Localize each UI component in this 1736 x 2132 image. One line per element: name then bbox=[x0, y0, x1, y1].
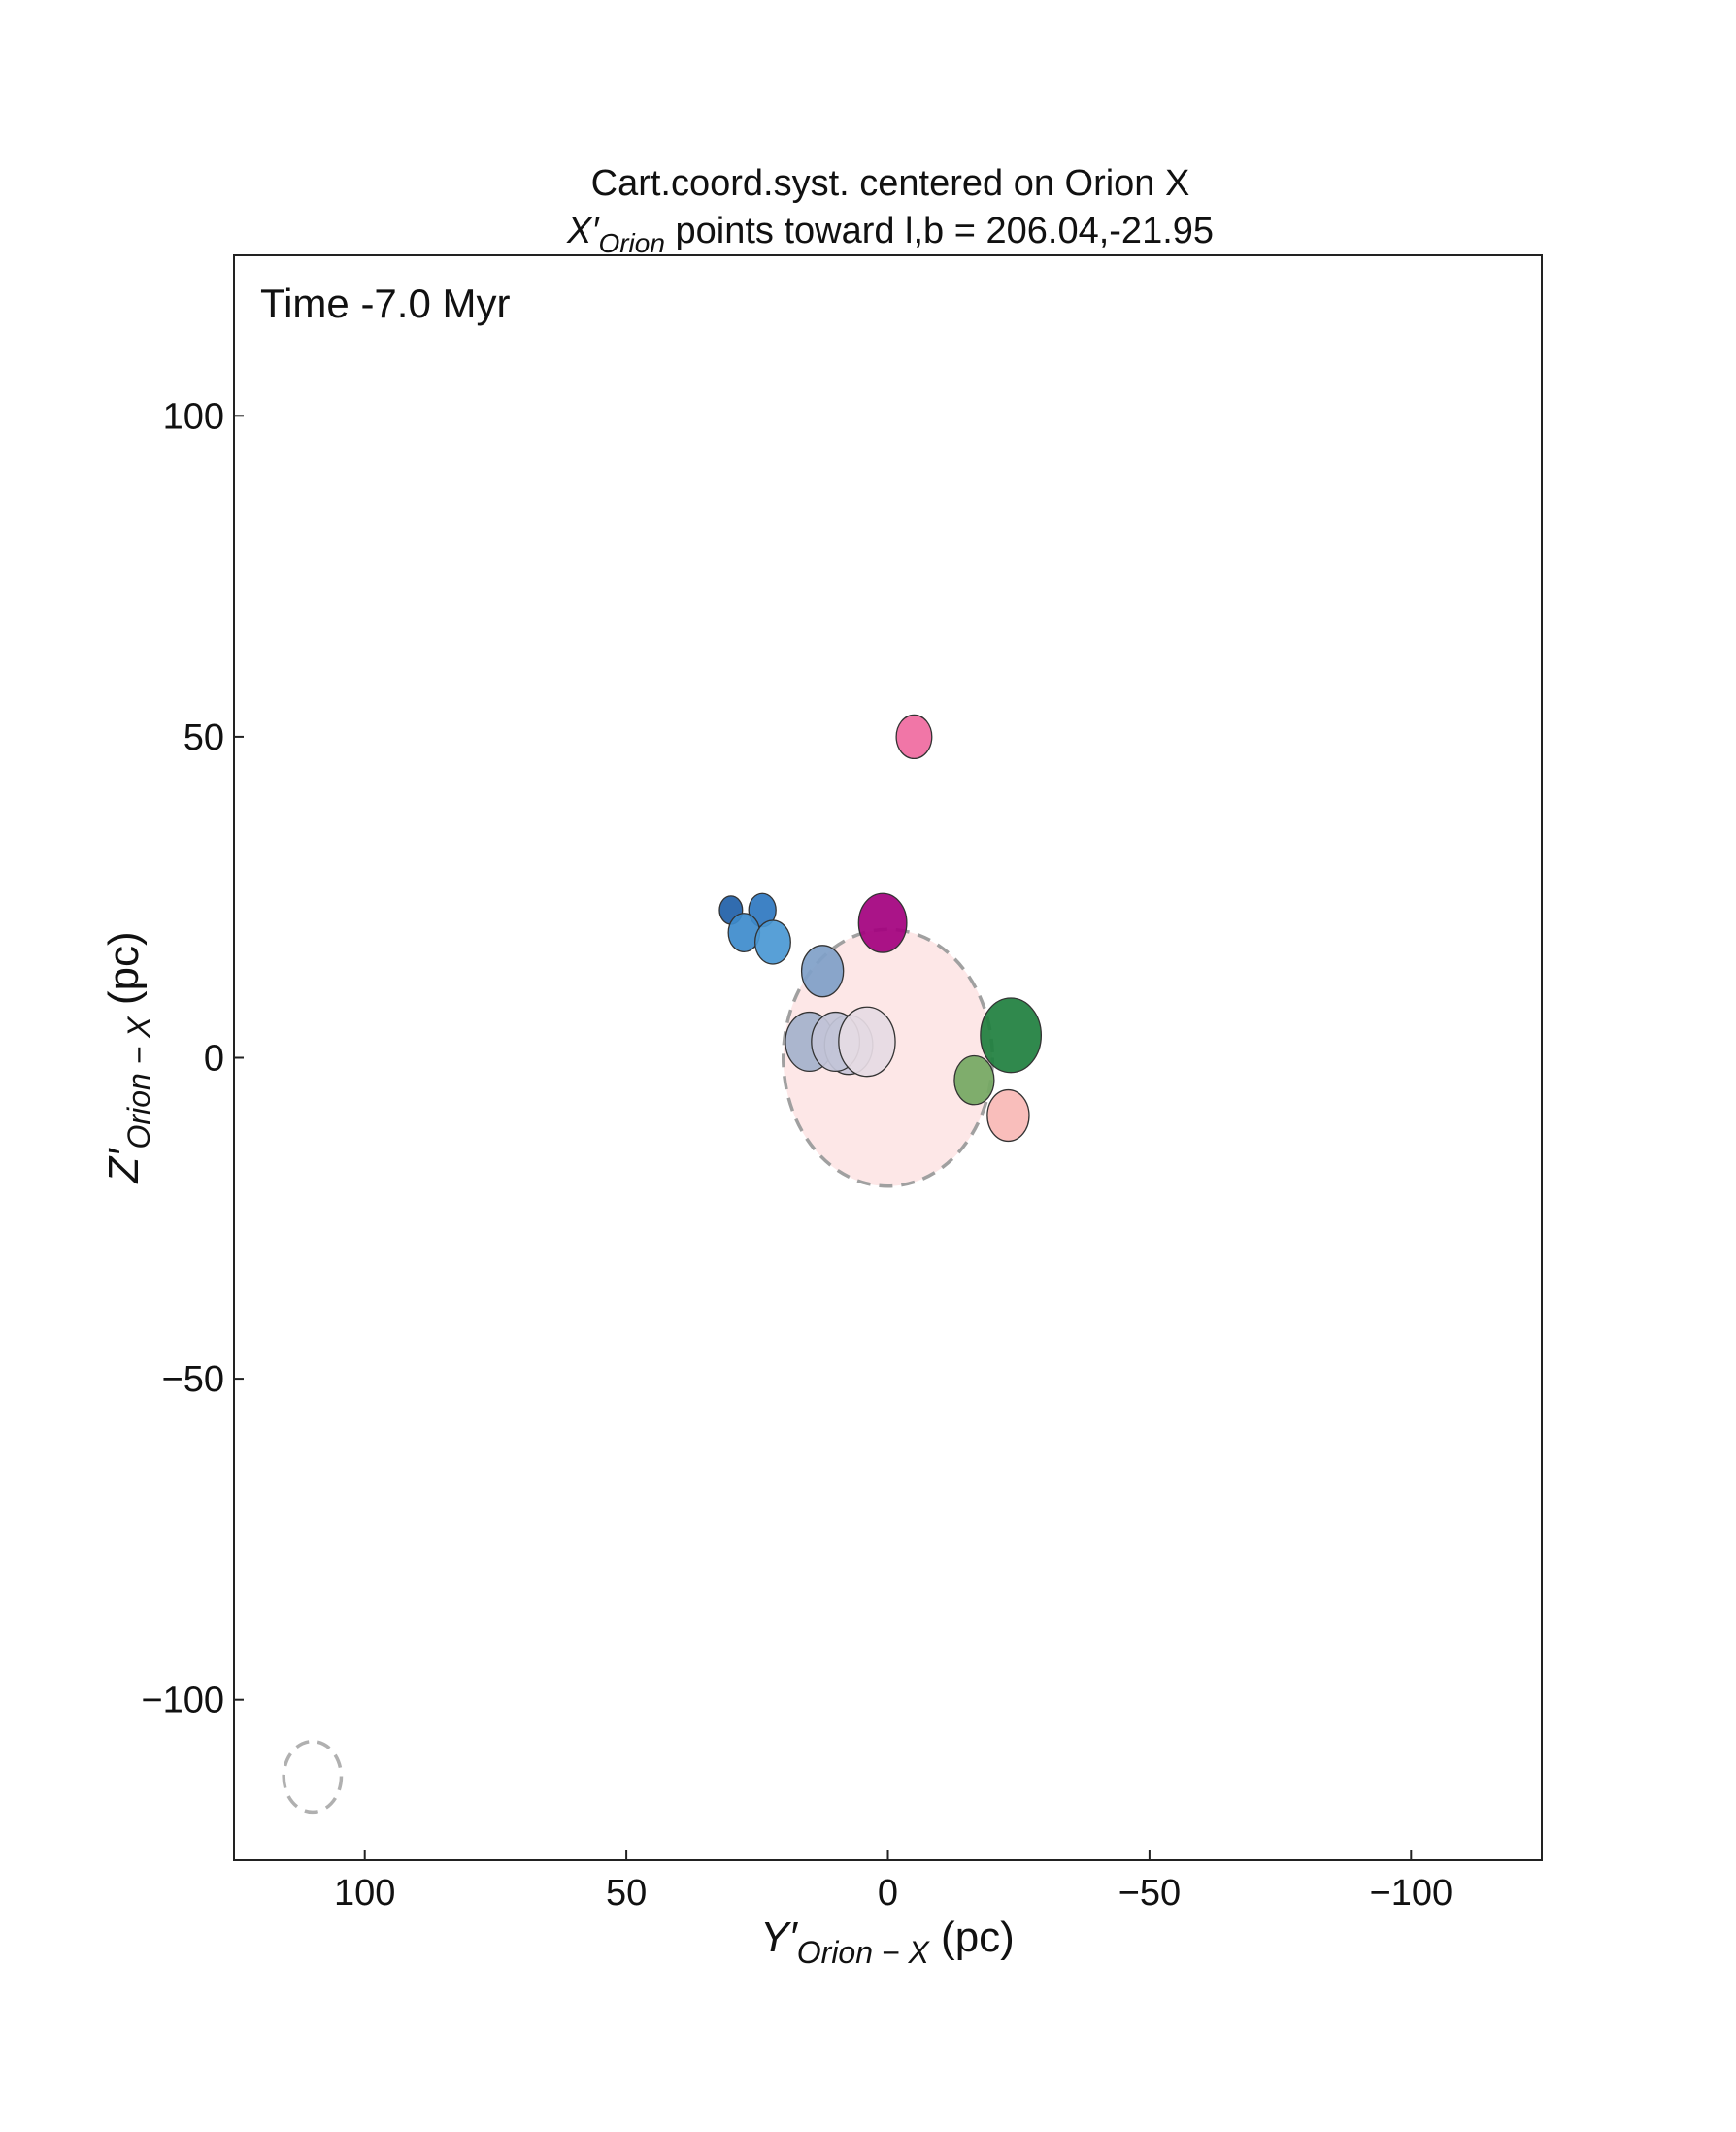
chart-subtitle: X′Orion points toward l,b = 206.04,-21.9… bbox=[566, 211, 1214, 258]
x-tick-label: −50 bbox=[1118, 1873, 1181, 1914]
y-axis-label: Z′Orion − X (pc) bbox=[100, 931, 156, 1183]
data-point bbox=[980, 997, 1043, 1074]
data-point bbox=[800, 945, 845, 998]
subtitle-symbol: X′ bbox=[566, 211, 600, 251]
data-points bbox=[718, 714, 1043, 1143]
x-label-subscript: Orion − X bbox=[797, 1935, 931, 1970]
data-point bbox=[986, 1088, 1030, 1143]
data-point bbox=[838, 1006, 896, 1078]
plot-area: 100 50 0 −50 −100 100 50 0 −50 −100 Time -7.0 My… bbox=[141, 254, 1543, 1914]
subtitle-subscript: Orion bbox=[598, 228, 664, 258]
chart-title: Cart.coord.syst. centered on Orion X bbox=[591, 163, 1190, 204]
reference-circle bbox=[282, 1739, 344, 1815]
y-label-symbol: Z′ bbox=[100, 1148, 148, 1184]
x-tick-label: −100 bbox=[1370, 1873, 1453, 1914]
data-point bbox=[857, 892, 908, 953]
subtitle-text: points toward l,b = 206.04,-21.95 bbox=[665, 211, 1214, 251]
x-tick-label: 100 bbox=[334, 1873, 395, 1914]
y-tick-label: 50 bbox=[184, 717, 224, 758]
y-tick-label: −100 bbox=[141, 1681, 224, 1721]
x-tick-label: 50 bbox=[606, 1873, 647, 1914]
x-ticks: 100 50 0 −50 −100 bbox=[334, 1850, 1452, 1914]
y-label-subscript: Orion − X bbox=[121, 1016, 156, 1149]
x-tick-label: 0 bbox=[878, 1873, 898, 1914]
data-point bbox=[895, 714, 933, 760]
x-label-unit: (pc) bbox=[929, 1914, 1015, 1961]
y-tick-label: −50 bbox=[162, 1359, 224, 1400]
y-ticks: 100 50 0 −50 −100 bbox=[141, 396, 244, 1721]
time-annotation: Time -7.0 Myr bbox=[260, 281, 510, 326]
y-tick-label: 0 bbox=[204, 1039, 224, 1080]
x-label-symbol: Y′ bbox=[760, 1914, 798, 1961]
y-tick-label: 100 bbox=[163, 396, 224, 437]
y-label-unit: (pc) bbox=[100, 931, 148, 1016]
data-point bbox=[953, 1054, 995, 1106]
x-axis-label: Y′Orion − X (pc) bbox=[760, 1914, 1015, 1970]
data-point bbox=[753, 919, 791, 965]
